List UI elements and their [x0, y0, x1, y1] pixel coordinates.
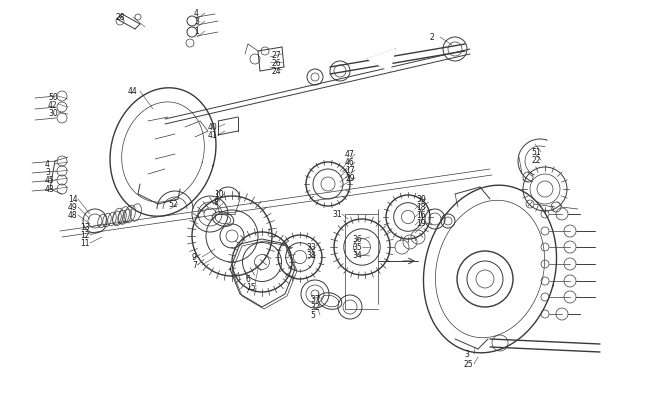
Text: 6: 6 — [246, 275, 251, 284]
Text: 16: 16 — [416, 211, 426, 220]
Text: 48: 48 — [68, 211, 77, 220]
Text: 18: 18 — [416, 203, 426, 212]
Text: 14: 14 — [68, 195, 77, 204]
Text: 13: 13 — [80, 223, 90, 232]
Text: 41: 41 — [208, 131, 218, 140]
Text: 17: 17 — [345, 166, 355, 175]
Text: 7: 7 — [192, 261, 197, 270]
Text: 40: 40 — [208, 123, 218, 132]
Text: 29: 29 — [345, 174, 355, 183]
Polygon shape — [368, 50, 395, 72]
Text: 38: 38 — [306, 251, 316, 260]
Text: 31: 31 — [332, 210, 342, 219]
Text: 5: 5 — [310, 311, 315, 320]
Text: 25: 25 — [464, 360, 474, 369]
Text: 27: 27 — [272, 50, 281, 60]
Text: 22: 22 — [531, 156, 541, 165]
Text: 46: 46 — [345, 158, 355, 167]
Text: 36: 36 — [352, 235, 362, 244]
Text: 10: 10 — [214, 190, 224, 199]
Text: 44: 44 — [128, 87, 138, 96]
Text: 33: 33 — [306, 243, 316, 252]
Text: 3: 3 — [464, 350, 469, 358]
Text: 4: 4 — [45, 160, 50, 169]
Text: 37: 37 — [310, 295, 320, 304]
Text: 30: 30 — [48, 108, 58, 117]
Text: 43: 43 — [45, 185, 55, 194]
Text: 4: 4 — [194, 9, 199, 19]
Text: 49: 49 — [68, 203, 78, 212]
Text: 47: 47 — [345, 150, 355, 159]
Text: 52: 52 — [168, 200, 177, 209]
Text: 3: 3 — [194, 17, 199, 26]
Text: 24: 24 — [272, 66, 281, 75]
Text: 1: 1 — [194, 28, 199, 36]
Text: 11: 11 — [80, 239, 90, 248]
Text: 34: 34 — [352, 251, 362, 260]
Text: 35: 35 — [352, 243, 362, 252]
Text: 26: 26 — [272, 58, 281, 67]
Text: 42: 42 — [48, 100, 58, 109]
Text: 50: 50 — [48, 92, 58, 101]
Text: 51: 51 — [531, 148, 541, 157]
Text: 28: 28 — [115, 13, 125, 22]
Text: 12: 12 — [80, 231, 90, 240]
Text: 3: 3 — [45, 168, 50, 177]
Text: 9: 9 — [192, 253, 197, 262]
Text: 32: 32 — [310, 303, 320, 312]
Text: 8: 8 — [214, 198, 219, 207]
Text: 39: 39 — [416, 195, 426, 204]
Text: 19: 19 — [416, 219, 426, 228]
Text: 15: 15 — [246, 283, 255, 292]
Text: 2: 2 — [430, 34, 435, 43]
Text: 45: 45 — [45, 176, 55, 185]
